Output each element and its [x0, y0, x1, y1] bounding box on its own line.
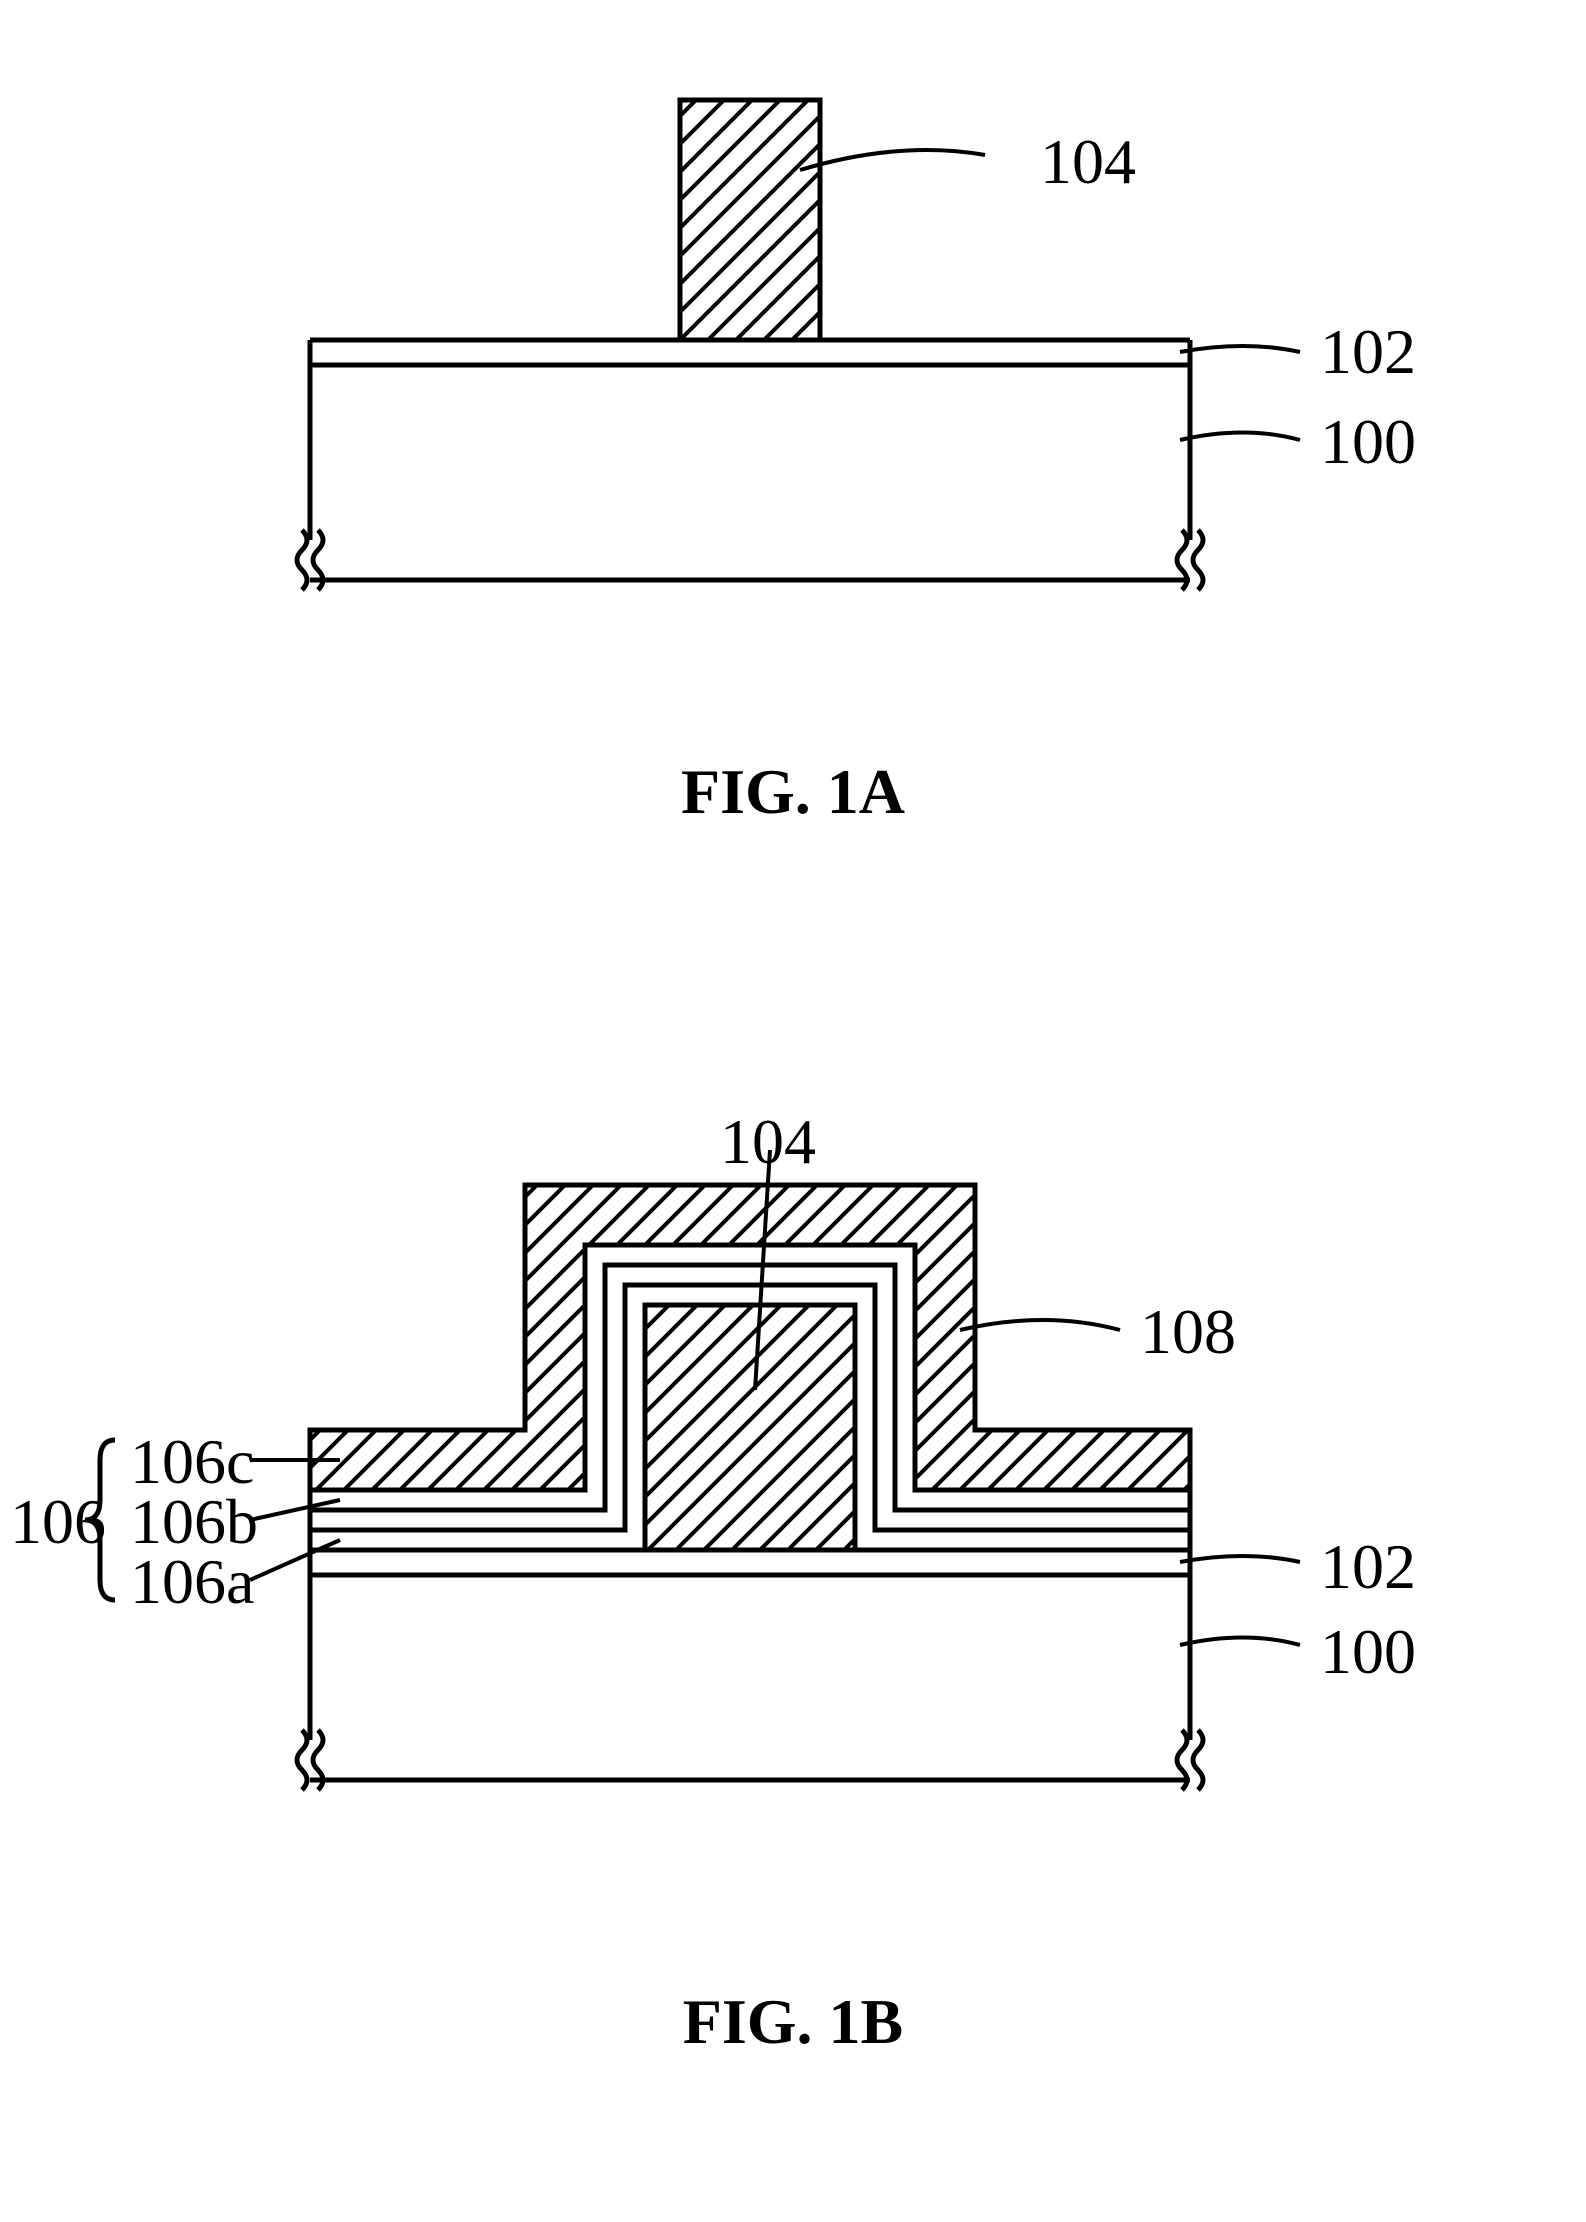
leader-104	[800, 150, 985, 170]
caption-fig-1a: FIG. 1A	[0, 760, 1586, 824]
layer-gate	[680, 100, 820, 340]
layer-substrate	[297, 340, 1203, 590]
ref-104: 104	[1040, 130, 1136, 194]
ref-102: 102	[1320, 320, 1416, 384]
ref-108: 108	[1140, 1300, 1236, 1364]
leader-102	[1180, 346, 1300, 352]
ref-104b: 104	[720, 1110, 816, 1174]
leader-100	[1180, 433, 1300, 441]
leader-100b	[1180, 1638, 1300, 1646]
ref-102b: 102	[1320, 1535, 1416, 1599]
ref-106b: 106b	[130, 1490, 258, 1554]
leader-108	[960, 1320, 1120, 1330]
layer-gate-b	[645, 1305, 855, 1550]
ref-106a: 106a	[130, 1550, 254, 1614]
ref-106-group: 106	[10, 1490, 106, 1554]
layer-substrate-b	[297, 1550, 1203, 1790]
ref-106c: 106c	[130, 1430, 254, 1494]
caption-fig-1b: FIG. 1B	[0, 1990, 1586, 2054]
leader-102b	[1180, 1556, 1300, 1562]
ref-100b: 100	[1320, 1620, 1416, 1684]
ref-100: 100	[1320, 410, 1416, 474]
